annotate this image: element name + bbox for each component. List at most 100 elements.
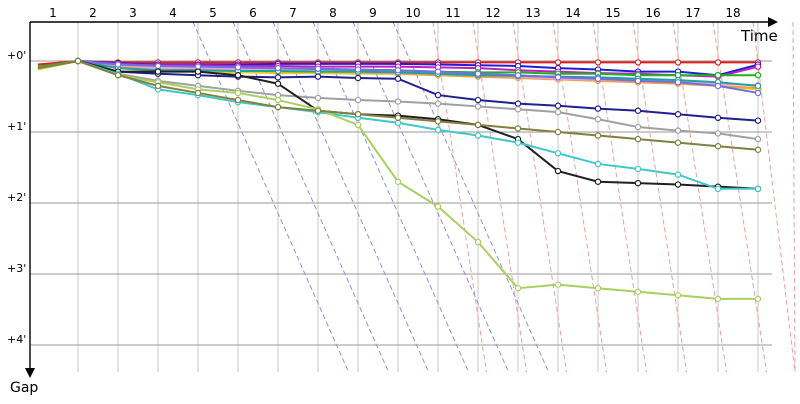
data-point	[634, 288, 642, 295]
data-point	[554, 167, 562, 175]
data-point	[554, 59, 562, 66]
data-point	[514, 139, 522, 146]
data-point	[474, 238, 482, 246]
data-point	[674, 111, 682, 118]
data-point	[714, 295, 722, 303]
data-point	[674, 171, 682, 178]
lap-marker-line	[192, 21, 350, 373]
y-tick-label: +4'	[7, 333, 26, 346]
data-point	[674, 139, 682, 146]
data-point	[754, 63, 762, 70]
data-point	[634, 179, 642, 187]
data-point	[474, 103, 482, 110]
data-point	[274, 96, 282, 104]
data-point	[434, 91, 442, 99]
data-point	[554, 150, 562, 157]
data-point	[754, 89, 762, 97]
x-tick-label: 3	[129, 6, 137, 20]
data-point	[674, 292, 682, 299]
x-tick-label: 5	[209, 6, 217, 20]
data-point	[514, 125, 522, 132]
x-tick-label: 10	[405, 6, 420, 20]
series-14	[37, 57, 762, 153]
data-point	[754, 185, 762, 192]
data-point	[634, 59, 642, 66]
data-point	[274, 80, 282, 87]
data-point	[554, 74, 562, 81]
data-point	[634, 123, 642, 131]
axis-layer: Time Gap	[10, 17, 778, 396]
data-point	[234, 64, 242, 71]
lap-marker-line	[432, 21, 487, 373]
data-point	[394, 67, 402, 74]
x-axis-arrow	[768, 17, 778, 27]
data-point	[714, 130, 722, 137]
y-axis-arrow	[25, 368, 35, 378]
data-point	[514, 106, 522, 113]
data-point	[754, 135, 762, 143]
x-tick-label: 8	[329, 6, 337, 20]
data-point	[594, 160, 602, 168]
data-point	[714, 142, 722, 150]
data-point	[754, 146, 762, 153]
x-tick-label: 1	[49, 6, 57, 20]
data-point	[674, 59, 682, 66]
series-layer	[37, 57, 762, 303]
data-point	[674, 181, 682, 188]
y-tick-label: +0'	[7, 49, 26, 62]
data-point	[594, 132, 602, 139]
data-point	[594, 75, 602, 82]
data-point	[234, 89, 242, 97]
y-tick-label: +1'	[7, 120, 26, 133]
data-point	[314, 94, 322, 102]
x-tick-label: 6	[249, 6, 257, 20]
data-point	[314, 73, 322, 80]
lap-marker-line	[792, 21, 796, 373]
data-point	[674, 127, 682, 134]
data-point	[634, 135, 642, 143]
data-point	[274, 74, 282, 81]
data-point	[754, 295, 762, 303]
data-point	[154, 68, 162, 75]
data-point	[714, 71, 722, 79]
x-tick-label: 15	[605, 6, 620, 20]
data-point	[674, 79, 682, 86]
y-axis-label: Gap	[10, 380, 38, 396]
data-point	[114, 61, 122, 68]
data-point	[394, 98, 402, 105]
lap-marker-line	[752, 21, 796, 373]
lap-marker-line	[472, 21, 527, 373]
x-tick-label: 13	[525, 6, 540, 20]
data-point	[474, 70, 482, 77]
data-point	[394, 178, 402, 185]
x-tick-label: 11	[445, 6, 460, 20]
data-point	[594, 116, 602, 123]
x-tick-label: 16	[645, 6, 660, 20]
x-tick-label: 14	[565, 6, 580, 20]
data-point	[274, 64, 282, 72]
data-point	[314, 107, 322, 114]
data-point	[194, 89, 202, 97]
data-point	[594, 285, 602, 292]
data-point	[594, 105, 602, 112]
data-point	[354, 74, 362, 82]
data-point	[234, 96, 242, 104]
data-point	[434, 68, 442, 75]
x-tick-label: 12	[485, 6, 500, 20]
x-tick-label: 7	[289, 6, 297, 20]
x-tick-label: 2	[89, 6, 97, 20]
data-point	[554, 281, 562, 288]
data-point	[714, 59, 722, 66]
data-point	[434, 100, 442, 107]
data-point	[154, 62, 162, 70]
data-point	[554, 128, 562, 136]
data-point	[234, 71, 242, 79]
data-point	[514, 100, 522, 107]
data-point	[754, 117, 762, 124]
lap-marker-line	[512, 21, 567, 373]
data-point	[474, 121, 482, 129]
data-point	[474, 96, 482, 104]
series-8	[37, 57, 762, 97]
